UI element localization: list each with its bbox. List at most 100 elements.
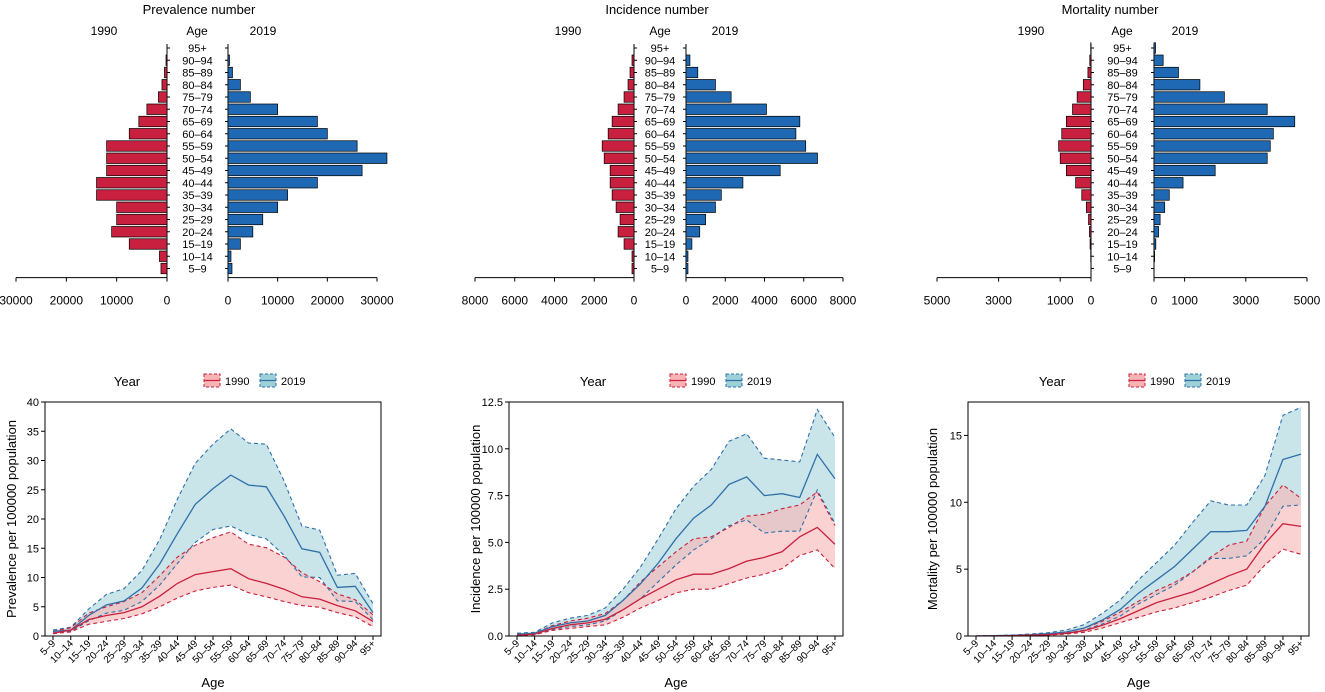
pyramid-chart-3: Mortality number 1990 Age 2019 95+90–9485–89… (924, 2, 1321, 308)
age-label: 45–49 (1107, 166, 1138, 178)
age-label: 90–94 (645, 55, 676, 67)
bar-2019 (227, 103, 279, 115)
bar-2019 (1153, 79, 1201, 91)
age-label: 65–69 (1107, 117, 1138, 129)
age-label: 60–64 (645, 129, 676, 141)
bar-1990 (1082, 79, 1092, 91)
age-label: 65–69 (182, 117, 213, 129)
x-axis-title: Age (664, 675, 687, 690)
bar-2019 (1153, 201, 1166, 213)
bar-1990 (603, 152, 635, 164)
bar-2019 (1153, 250, 1155, 262)
legend-label-2019: 2019 (1206, 376, 1230, 388)
bar-2019 (227, 262, 233, 275)
y-tick-label: 5.0 (488, 537, 503, 549)
bar-1990 (627, 79, 635, 91)
x-tick-label: 0 (631, 294, 638, 308)
bar-2019 (685, 262, 689, 275)
y-tick-label: 0.0 (488, 631, 503, 643)
age-label: 70–74 (645, 104, 676, 116)
age-label: 80–84 (182, 80, 213, 92)
bar-1990 (1088, 213, 1092, 226)
bar-2019 (1153, 140, 1271, 152)
left-year-label: 1990 (555, 24, 582, 38)
bar-2019 (227, 115, 318, 128)
x-tick-label: 6000 (501, 294, 528, 308)
age-label: 85–89 (1107, 68, 1138, 80)
legend-label-2019: 2019 (281, 376, 305, 388)
age-label: 60–64 (182, 129, 213, 141)
plot-area (52, 428, 374, 635)
bar-2019 (227, 66, 233, 79)
upper-1990 (975, 484, 1302, 636)
bar-2019 (227, 91, 251, 103)
age-label: 45–49 (645, 166, 676, 178)
y-tick-label: 30 (27, 456, 39, 468)
bar-2019 (1153, 226, 1159, 238)
y-axis-title: Prevalence per 100000 population (4, 420, 19, 618)
band-2019 (976, 407, 1301, 636)
bar-1990 (138, 115, 168, 128)
age-label: 50–54 (1107, 153, 1138, 165)
bar-1990 (128, 128, 168, 140)
bar-1990 (111, 226, 168, 238)
x-tick-label: 10000 (261, 294, 295, 308)
bar-1990 (619, 213, 635, 226)
y-tick-label: 40 (27, 397, 39, 409)
bar-1990 (146, 103, 168, 115)
age-label: 95+ (188, 43, 207, 55)
bar-1990 (1058, 140, 1092, 152)
bar-1990 (106, 140, 168, 152)
legend-title: Year (1039, 374, 1066, 389)
age-label: 60–64 (1107, 129, 1138, 141)
legend-title: Year (580, 374, 607, 389)
bar-2019 (1153, 115, 1296, 128)
bar-2019 (227, 164, 363, 177)
band-2019 (53, 428, 373, 634)
y-axis-title: Incidence per 100000 population (468, 425, 483, 614)
x-tick-label: 5000 (1294, 294, 1321, 308)
bar-1990 (164, 66, 168, 79)
pyramid-title: Prevalence number (143, 2, 256, 17)
age-label: 35–39 (182, 190, 213, 202)
line-2019 (516, 453, 836, 635)
bar-1990 (1089, 226, 1092, 238)
x-tick-label: 95+ (1286, 638, 1306, 658)
x-tick-label: 20000 (50, 294, 84, 308)
age-label: 95+ (1113, 43, 1132, 55)
age-label: 35–39 (1107, 190, 1138, 202)
bar-2019 (1153, 164, 1216, 177)
bar-1990 (1089, 238, 1092, 250)
x-tick-label: 1000 (1171, 294, 1198, 308)
bar-2019 (227, 201, 279, 213)
left-year-label: 1990 (1018, 24, 1045, 38)
age-label: 20–24 (1107, 227, 1138, 239)
lower-2019 (975, 504, 1302, 636)
band-2019 (517, 409, 835, 635)
x-tick-label: 1000 (1047, 294, 1074, 308)
age-label: 35–39 (645, 190, 676, 202)
x-tick-label: 3000 (985, 294, 1012, 308)
right-year-label: 2019 (250, 24, 277, 38)
x-tick-label: 0 (225, 294, 232, 308)
age-header: Age (1111, 24, 1133, 38)
bar-2019 (227, 152, 388, 164)
bar-2019 (1153, 66, 1179, 79)
age-label: 30–34 (182, 202, 213, 214)
bar-2019 (1153, 213, 1161, 226)
age-label: 80–84 (1107, 80, 1138, 92)
age-label: 75–79 (182, 92, 213, 104)
bar-1990 (106, 152, 168, 164)
x-tick-label: 95+ (358, 638, 378, 658)
age-label: 85–89 (182, 68, 213, 80)
y-tick-label: 7.5 (488, 491, 503, 503)
age-label: 5–9 (188, 264, 206, 276)
y-tick-label: 15 (950, 430, 962, 442)
age-label: 5–9 (1113, 264, 1131, 276)
band-1990 (976, 484, 1301, 636)
right-year-label: 2019 (712, 24, 739, 38)
rate-chart-3: Year 1990 20190510155–910–1415–1920–2425–2… (925, 373, 1310, 690)
legend: Year 1990 2019 (580, 373, 771, 389)
bar-1990 (116, 201, 168, 213)
